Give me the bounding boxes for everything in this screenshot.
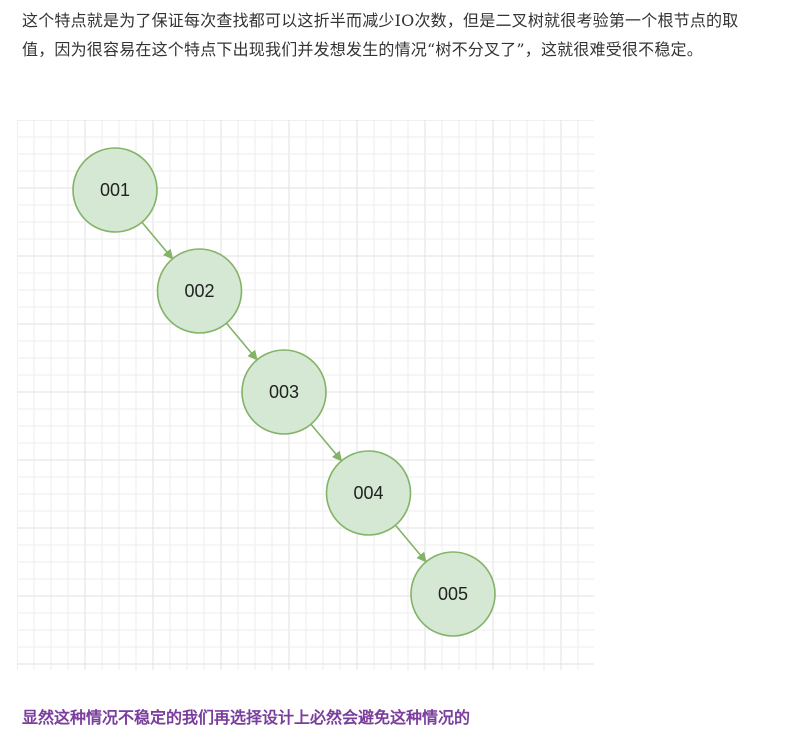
nodes-group: 001 002 003 004 005 <box>72 147 496 637</box>
node-label: 005 <box>438 584 468 604</box>
edges-group <box>141 221 427 563</box>
tree-node-005: 005 <box>410 551 496 637</box>
node-label: 003 <box>269 382 299 402</box>
node-label: 004 <box>353 483 383 503</box>
node-circle <box>156 248 243 334</box>
intro-paragraph: 这个特点就是为了保证每次查找都可以这折半而减少IO次数，但是二叉树就很考验第一个… <box>22 11 739 59</box>
edge-arrow-004-005 <box>394 524 427 563</box>
node-circle <box>241 349 327 435</box>
tree-node-004: 004 <box>325 450 412 536</box>
edge-arrow-002-003 <box>225 322 258 361</box>
edge-arrow-003-004 <box>310 423 343 462</box>
skewed-binary-tree-diagram: 001 002 003 004 005 <box>17 120 594 670</box>
tree-node-003: 003 <box>241 349 327 435</box>
tree-node-001: 001 <box>72 147 158 233</box>
node-circle <box>410 551 496 637</box>
edge-arrow-001-002 <box>141 221 174 260</box>
tree-node-002: 002 <box>156 248 243 334</box>
node-circle <box>72 147 158 233</box>
node-label: 001 <box>100 180 130 200</box>
node-circle <box>325 450 412 536</box>
conclusion-text: 显然这种情况不稳定的我们再选择设计上必然会避免这种情况的 <box>22 708 471 727</box>
node-label: 002 <box>184 281 214 301</box>
